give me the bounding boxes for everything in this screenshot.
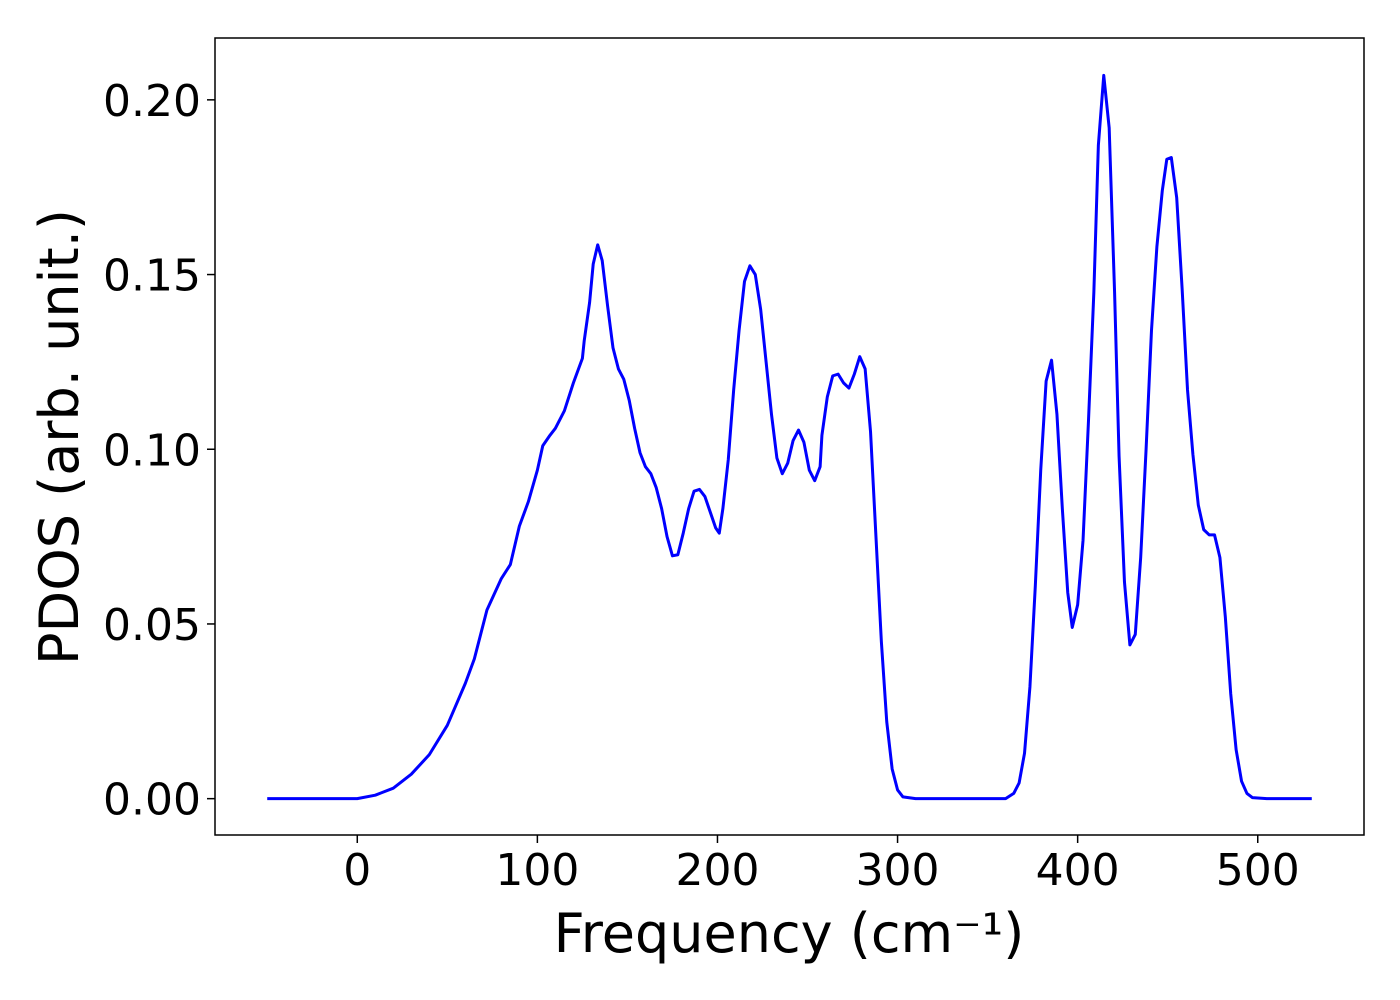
x-tick-label: 400 bbox=[1036, 845, 1120, 896]
y-tick-label: 0.05 bbox=[103, 600, 201, 651]
x-tick-label: 300 bbox=[856, 845, 940, 896]
plot-frame bbox=[214, 37, 1365, 836]
y-tick-label: 0.15 bbox=[103, 251, 201, 302]
y-tick-label: 0.20 bbox=[103, 76, 201, 127]
data-line bbox=[267, 73, 1312, 801]
y-tick-label: 0.10 bbox=[103, 425, 201, 476]
x-tick-label: 0 bbox=[343, 845, 371, 896]
x-tick-label: 500 bbox=[1216, 845, 1300, 896]
x-tick-label: 100 bbox=[495, 845, 579, 896]
y-tick-label: 0.00 bbox=[103, 775, 201, 826]
x-axis-label: Frequency (cm⁻¹) bbox=[554, 902, 1025, 965]
x-tick-label: 200 bbox=[675, 845, 759, 896]
y-axis-label: PDOS (arb. unit.) bbox=[28, 209, 91, 665]
